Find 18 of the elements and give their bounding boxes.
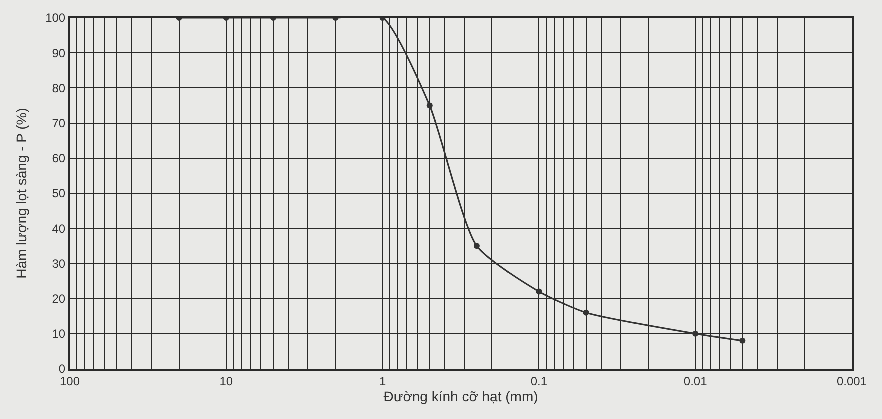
x-tick-label: 0.01 <box>684 374 708 388</box>
y-tick-label: 10 <box>52 327 66 342</box>
x-tick-label: 1 <box>379 374 386 388</box>
y-axis-title: Hàm lượng lọt sàng - P (%) <box>14 108 30 279</box>
y-tick-label: 70 <box>52 116 66 130</box>
y-tick-label: 90 <box>52 46 66 60</box>
y-tick-label: 40 <box>52 222 66 236</box>
y-tick-label: 60 <box>52 152 66 166</box>
y-tick-label: 80 <box>52 81 66 96</box>
x-tick-label: 10 <box>220 374 234 388</box>
y-tick-label: 20 <box>52 292 66 306</box>
y-tick-label: 50 <box>52 186 66 201</box>
y-tick-label: 30 <box>52 256 66 271</box>
y-tick-label: 100 <box>46 11 66 26</box>
x-axis-title: Đường kính cỡ hạt (mm) <box>384 388 538 404</box>
x-tick-label: 0.1 <box>530 374 548 388</box>
x-tick-label: 0.001 <box>836 374 868 388</box>
y-tick-label: 0 <box>58 362 66 376</box>
